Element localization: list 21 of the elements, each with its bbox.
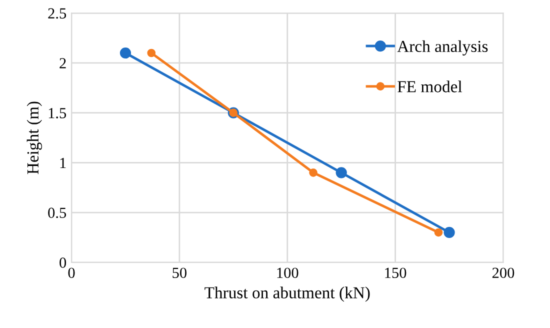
point (120, 47, 132, 59)
legend-label: Arch analysis (397, 40, 488, 56)
x-tick-label: 200 (492, 268, 514, 278)
x-axis-title: Thrust on abutment (kN) (204, 286, 370, 302)
y-tick-label: 1.5 (48, 108, 66, 118)
x-tick-label: 100 (277, 268, 298, 278)
x-tick-label: 150 (385, 268, 406, 278)
point (434, 228, 443, 237)
point (336, 167, 347, 178)
y-tick-label: 0 (60, 258, 66, 268)
point (147, 48, 156, 58)
x-tick-label: 0 (68, 268, 75, 278)
y-tick-label: 1 (60, 158, 66, 168)
legend-label: FE model (398, 80, 462, 92)
x-tick-label: 50 (172, 268, 186, 278)
point (309, 168, 318, 177)
point (444, 226, 455, 238)
y-tick-label: 2 (60, 58, 66, 68)
y-tick-label: 0.5 (48, 208, 66, 218)
y-axis-title: Height (m) (26, 102, 42, 174)
y-tick-label: 2.5 (48, 8, 66, 19)
